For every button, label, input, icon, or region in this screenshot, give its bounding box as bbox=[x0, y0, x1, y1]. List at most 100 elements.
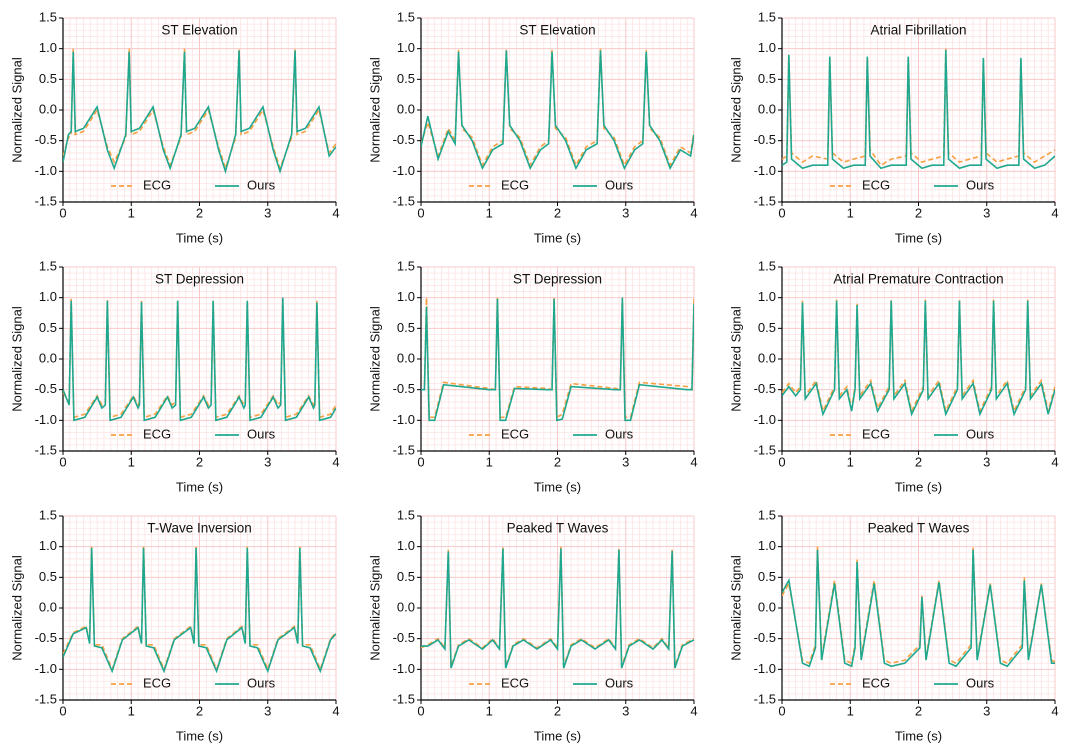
panel: -1.5 -1.0 -0.5 0.0 0.5 1.0 1.5 0 1 2 3 4 Time (s) Nor… bbox=[9, 9, 339, 245]
y-tick-label: 0.5 bbox=[758, 569, 776, 584]
y-tick-label: -1.5 bbox=[393, 193, 415, 208]
legend-label: Ours bbox=[966, 675, 995, 690]
x-tick-label: 2 bbox=[915, 703, 922, 718]
x-tick-label: 4 bbox=[690, 703, 697, 718]
y-tick-label: 1.5 bbox=[758, 9, 776, 24]
panel: -1.5 -1.0 -0.5 0.0 0.5 1.0 1.5 0 1 2 3 4 Time (s) Nor… bbox=[9, 507, 339, 743]
y-tick-label: 1.0 bbox=[758, 538, 776, 553]
y-tick-label: -1.0 bbox=[754, 412, 776, 427]
x-tick-label: 0 bbox=[417, 454, 424, 469]
x-tick-label: 1 bbox=[128, 703, 135, 718]
y-axis-label: Normalized Signal bbox=[728, 555, 743, 661]
x-axis-label: Time (s) bbox=[534, 479, 581, 494]
chart-title: Peaked T Waves bbox=[507, 521, 609, 536]
x-tick-label: 3 bbox=[264, 454, 271, 469]
y-tick-label: 1.5 bbox=[39, 9, 57, 24]
x-tick-label: 3 bbox=[622, 703, 629, 718]
x-axis-label: Time (s) bbox=[895, 479, 942, 494]
y-tick-label: 0.0 bbox=[39, 350, 57, 365]
x-tick-label: 0 bbox=[417, 703, 424, 718]
x-tick-label: 1 bbox=[847, 703, 854, 718]
y-tick-label: 1.0 bbox=[39, 289, 57, 304]
y-tick-label: 0.5 bbox=[758, 320, 776, 335]
y-tick-label: 0.0 bbox=[39, 101, 57, 116]
x-tick-label: 2 bbox=[196, 454, 203, 469]
y-tick-label: 1.0 bbox=[39, 538, 57, 553]
y-tick-label: -0.5 bbox=[393, 381, 415, 396]
x-tick-label: 3 bbox=[983, 703, 990, 718]
x-tick-label: 2 bbox=[554, 205, 561, 220]
x-tick-label: 3 bbox=[622, 454, 629, 469]
y-tick-label: 0.0 bbox=[397, 350, 415, 365]
y-tick-label: -1.0 bbox=[754, 163, 776, 178]
y-tick-label: 1.5 bbox=[39, 507, 57, 522]
legend-label: Ours bbox=[605, 177, 634, 192]
y-tick-label: -1.5 bbox=[35, 442, 57, 457]
signal-line bbox=[63, 547, 336, 674]
x-axis-label: Time (s) bbox=[534, 230, 581, 245]
chart-title: ST Depression bbox=[513, 272, 602, 287]
y-tick-label: 1.0 bbox=[758, 40, 776, 55]
y-tick-label: 0.5 bbox=[758, 71, 776, 86]
chart-title: ST Depression bbox=[155, 272, 244, 287]
y-tick-label: 0.0 bbox=[758, 101, 776, 116]
x-tick-label: 2 bbox=[915, 205, 922, 220]
y-tick-label: -1.0 bbox=[393, 412, 415, 427]
y-tick-label: 0.5 bbox=[397, 320, 415, 335]
x-tick-label: 0 bbox=[778, 703, 785, 718]
x-tick-label: 4 bbox=[690, 454, 697, 469]
legend-label: ECG bbox=[501, 177, 529, 192]
legend-label: ECG bbox=[143, 426, 171, 441]
signal-line bbox=[63, 50, 336, 175]
y-tick-label: 1.5 bbox=[758, 258, 776, 273]
x-tick-label: 3 bbox=[983, 205, 990, 220]
x-tick-label: 0 bbox=[59, 454, 66, 469]
x-tick-label: 4 bbox=[690, 205, 697, 220]
y-axis-label: Normalized Signal bbox=[367, 306, 382, 412]
x-tick-label: 4 bbox=[332, 703, 339, 718]
chart-title: T-Wave Inversion bbox=[147, 521, 252, 536]
y-tick-label: -1.5 bbox=[393, 691, 415, 706]
signal-line bbox=[421, 50, 694, 171]
legend-label: Ours bbox=[247, 426, 276, 441]
panel: -1.5 -1.0 -0.5 0.0 0.5 1.0 1.5 0 1 2 3 4 Time (s) Nor… bbox=[728, 9, 1058, 245]
signal-line bbox=[421, 297, 694, 422]
x-tick-label: 4 bbox=[1051, 205, 1058, 220]
x-tick-label: 1 bbox=[847, 205, 854, 220]
y-tick-label: -1.5 bbox=[754, 691, 776, 706]
x-tick-label: 4 bbox=[1051, 454, 1058, 469]
y-tick-label: 1.5 bbox=[397, 258, 415, 273]
signal-line bbox=[63, 48, 336, 171]
x-tick-label: 0 bbox=[778, 454, 785, 469]
y-tick-label: -1.0 bbox=[393, 661, 415, 676]
y-tick-label: 1.0 bbox=[397, 538, 415, 553]
x-tick-label: 1 bbox=[486, 205, 493, 220]
y-tick-label: -0.5 bbox=[754, 630, 776, 645]
chart-title: Atrial Fibrillation bbox=[870, 23, 966, 38]
y-tick-label: -1.5 bbox=[35, 691, 57, 706]
panel: -1.5 -1.0 -0.5 0.0 0.5 1.0 1.5 0 1 2 3 4 Time (s) Nor… bbox=[728, 507, 1058, 743]
x-tick-label: 4 bbox=[1051, 703, 1058, 718]
y-tick-label: 0.5 bbox=[39, 569, 57, 584]
x-tick-label: 2 bbox=[554, 703, 561, 718]
y-tick-label: 0.0 bbox=[397, 599, 415, 614]
x-tick-label: 2 bbox=[196, 205, 203, 220]
x-tick-label: 4 bbox=[332, 454, 339, 469]
panel: -1.5 -1.0 -0.5 0.0 0.5 1.0 1.5 0 1 2 3 4 Time (s) Nor… bbox=[9, 258, 339, 494]
y-tick-label: 0.5 bbox=[39, 320, 57, 335]
panel: -1.5 -1.0 -0.5 0.0 0.5 1.0 1.5 0 1 2 3 4 Time (s) Nor… bbox=[728, 258, 1058, 494]
x-tick-label: 1 bbox=[128, 454, 135, 469]
y-tick-label: -0.5 bbox=[754, 381, 776, 396]
x-tick-label: 3 bbox=[264, 205, 271, 220]
y-axis-label: Normalized Signal bbox=[728, 57, 743, 163]
x-axis-label: Time (s) bbox=[534, 728, 581, 743]
y-tick-label: -1.5 bbox=[754, 193, 776, 208]
x-tick-label: 4 bbox=[332, 205, 339, 220]
y-axis-label: Normalized Signal bbox=[367, 555, 382, 661]
y-tick-label: -1.0 bbox=[754, 661, 776, 676]
legend-label: Ours bbox=[247, 675, 276, 690]
chart-title: ST Elevation bbox=[519, 23, 595, 38]
legend-label: Ours bbox=[605, 426, 634, 441]
x-tick-label: 0 bbox=[778, 205, 785, 220]
